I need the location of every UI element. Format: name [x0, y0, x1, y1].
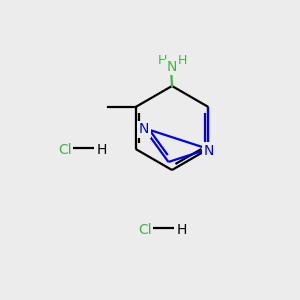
Text: N: N	[203, 143, 214, 158]
Text: H: H	[177, 53, 187, 67]
Text: H: H	[157, 53, 167, 67]
Text: H: H	[177, 223, 188, 236]
Text: Cl: Cl	[58, 142, 72, 157]
Text: N: N	[203, 143, 214, 158]
Text: N: N	[167, 60, 177, 74]
Text: H: H	[97, 142, 107, 157]
Text: Cl: Cl	[138, 223, 152, 236]
Text: N: N	[139, 122, 149, 136]
